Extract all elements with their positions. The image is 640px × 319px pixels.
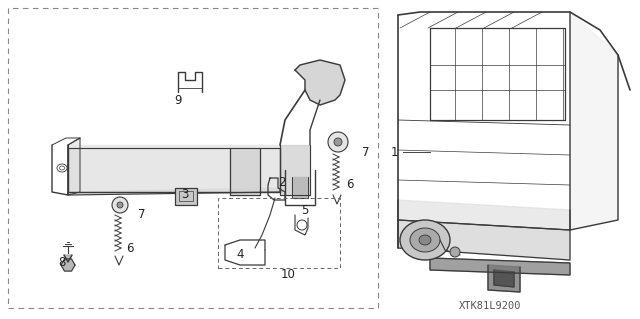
Polygon shape: [61, 259, 75, 271]
Text: 3: 3: [181, 189, 189, 202]
Polygon shape: [488, 265, 520, 292]
Text: XTK81L9200: XTK81L9200: [459, 301, 521, 311]
Polygon shape: [68, 188, 280, 195]
Polygon shape: [430, 258, 570, 275]
Polygon shape: [230, 148, 260, 195]
Text: 1: 1: [390, 145, 398, 159]
Text: 6: 6: [126, 241, 134, 255]
Circle shape: [328, 132, 348, 152]
Ellipse shape: [400, 220, 450, 260]
Polygon shape: [64, 255, 72, 262]
Polygon shape: [295, 60, 345, 105]
Ellipse shape: [410, 228, 440, 252]
Text: 10: 10: [280, 268, 296, 280]
Text: 4: 4: [236, 248, 244, 261]
Text: 5: 5: [301, 204, 308, 217]
Text: 7: 7: [362, 146, 370, 160]
Circle shape: [117, 202, 123, 208]
Text: 7: 7: [138, 209, 146, 221]
Text: 9: 9: [174, 93, 182, 107]
Circle shape: [112, 197, 128, 213]
Ellipse shape: [419, 235, 431, 245]
Polygon shape: [494, 270, 514, 287]
Polygon shape: [280, 145, 310, 195]
Bar: [218, 198, 340, 268]
Text: 6: 6: [346, 179, 354, 191]
Text: 2: 2: [278, 176, 285, 189]
Circle shape: [334, 138, 342, 146]
Polygon shape: [292, 177, 308, 198]
Polygon shape: [68, 138, 80, 195]
Polygon shape: [68, 145, 280, 148]
Polygon shape: [570, 12, 618, 230]
Polygon shape: [68, 148, 280, 192]
FancyBboxPatch shape: [175, 188, 197, 205]
Bar: [8, 8, 378, 308]
Polygon shape: [398, 220, 570, 260]
Circle shape: [450, 247, 460, 257]
Text: 8: 8: [58, 256, 66, 269]
Polygon shape: [398, 200, 570, 230]
